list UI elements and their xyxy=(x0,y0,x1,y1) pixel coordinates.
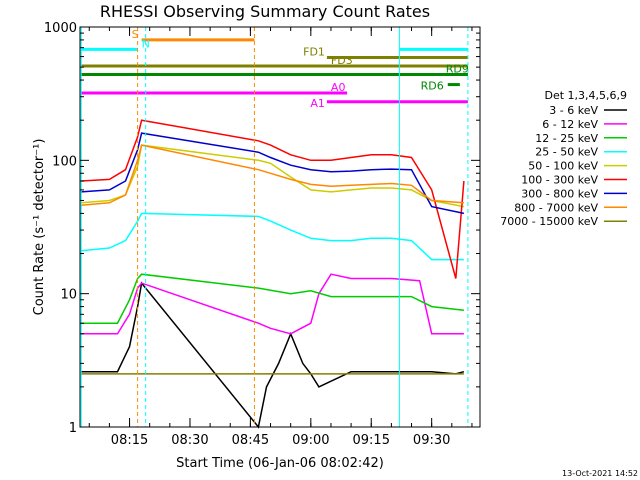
legend-entry-label: 25 - 50 keV xyxy=(535,146,598,159)
chart-title: RHESSI Observing Summary Count Rates xyxy=(100,2,430,21)
x-tick-label: 08:45 xyxy=(232,433,269,448)
series-line-2 xyxy=(81,273,464,324)
x-tick-label: 09:30 xyxy=(413,433,450,448)
state-bar-label-s: S xyxy=(132,28,139,41)
legend-entry-label: 7000 - 15000 keV xyxy=(500,215,598,228)
state-bar-label-a1: A1 xyxy=(310,97,325,110)
x-axis-title: Start Time (06-Jan-06 08:02:42) xyxy=(176,456,384,471)
state-bar-label-fd1: FD1 xyxy=(303,46,325,59)
y-tick-label: 10 xyxy=(60,288,77,303)
series-line-5 xyxy=(81,119,465,279)
legend-entry-label: 12 - 25 keV xyxy=(535,132,598,145)
x-tick-label: 08:15 xyxy=(111,433,148,448)
y-tick-label: 100 xyxy=(52,154,77,169)
state-bar-label-rd6: RD6 xyxy=(421,80,444,93)
plot-frame xyxy=(79,26,481,428)
y-tick-label: 1000 xyxy=(44,21,77,36)
legend-entry-label: 300 - 800 keV xyxy=(521,187,598,200)
series-line-1 xyxy=(81,273,464,335)
state-bar-label-rd9: RD9 xyxy=(446,63,469,76)
series-line-7 xyxy=(81,144,464,207)
data-layer xyxy=(81,119,465,429)
x-tick-label: 08:30 xyxy=(171,433,208,448)
x-tick-label: 09:15 xyxy=(353,433,390,448)
series-line-3 xyxy=(81,212,464,261)
legend-entry-label: 3 - 6 keV xyxy=(549,104,598,117)
x-tick-label: 09:00 xyxy=(292,433,329,448)
y-tick-label: 1 xyxy=(69,421,77,436)
y-axis-title: Count Rate (s⁻¹ detector⁻¹) xyxy=(32,139,47,316)
y-axis: 1 10 100 1000 xyxy=(44,21,480,436)
legend-entry-label: 100 - 300 keV xyxy=(521,174,598,187)
state-bars-layer: SNFD1FD3RD9RD6A0A1 xyxy=(81,28,469,110)
state-bar-label-fd3: FD3 xyxy=(331,54,353,67)
legend-entry-label: 800 - 7000 keV xyxy=(514,201,598,214)
generation-timestamp: 13-Oct-2021 14:52 xyxy=(562,469,638,478)
series-line-6 xyxy=(81,132,465,215)
x-axis: 08:15 08:30 08:45 09:00 09:15 09:30 xyxy=(88,27,473,448)
series-line-4 xyxy=(81,144,465,208)
legend-entry-label: 6 - 12 keV xyxy=(542,118,598,131)
vertical-lines-layer xyxy=(80,27,469,427)
state-bar-label-a0: A0 xyxy=(331,81,346,94)
legend-entry-label: 50 - 100 keV xyxy=(528,160,598,173)
legend-title: Det 1,3,4,5,6,9 xyxy=(544,89,627,102)
